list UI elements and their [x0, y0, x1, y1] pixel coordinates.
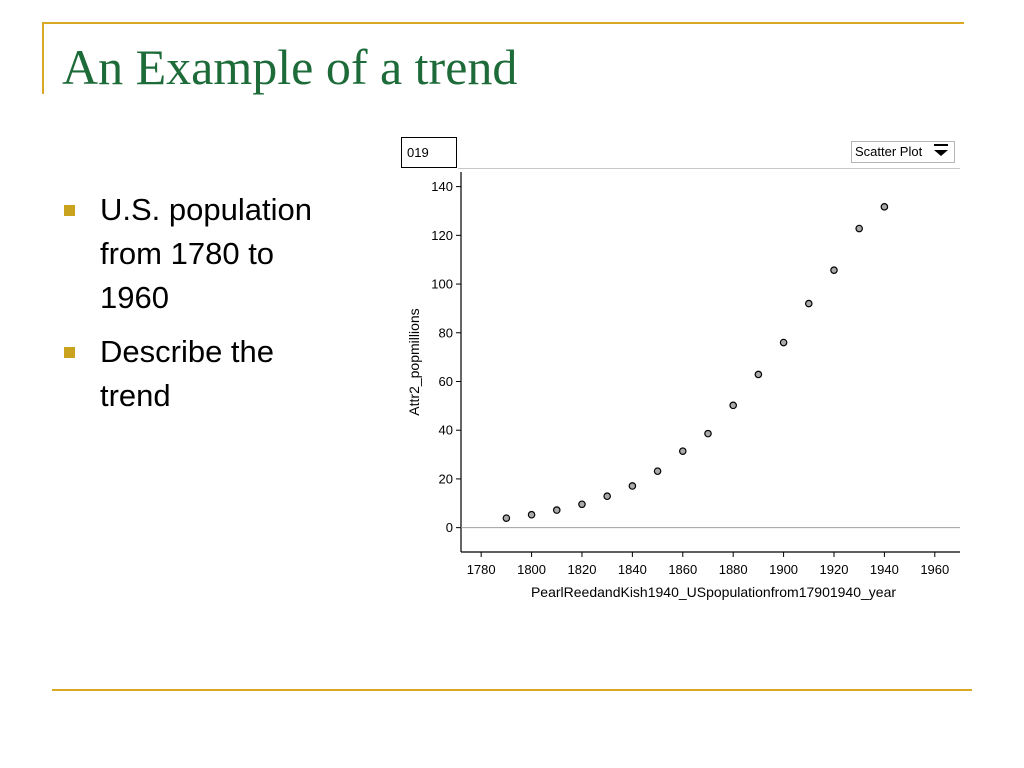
x-tick-label: 1820 — [568, 562, 597, 577]
x-tick-label: 1780 — [467, 562, 496, 577]
case-number-box[interactable]: 019 — [401, 137, 457, 168]
x-tick-label: 1920 — [820, 562, 849, 577]
y-tick-label: 120 — [431, 228, 453, 243]
data-point — [578, 500, 586, 509]
data-point — [880, 203, 889, 211]
data-point — [704, 429, 712, 438]
plot-type-label: Scatter Plot — [855, 144, 923, 159]
data-point — [678, 447, 687, 455]
data-point — [527, 510, 536, 519]
x-tick-label: 1840 — [618, 562, 647, 577]
slide-title: An Example of a trend — [62, 39, 518, 95]
bullet-list: U.S. population from 1780 to 1960 Descri… — [62, 188, 322, 428]
data-point — [779, 338, 788, 347]
bullet-text: Describe the trend — [100, 334, 275, 413]
y-tick-label: 80 — [439, 325, 453, 340]
x-tick-label: 1900 — [769, 562, 798, 577]
plot-type-dropdown[interactable]: Scatter Plot — [851, 141, 955, 163]
data-point — [603, 492, 611, 501]
x-tick-label: 1960 — [920, 562, 949, 577]
y-tick-label: 40 — [439, 423, 453, 438]
frame-left-line — [42, 22, 44, 94]
data-point — [754, 370, 763, 379]
y-tick-label: 140 — [431, 179, 453, 194]
frame-top-line — [42, 22, 964, 24]
bullet-square-icon — [64, 205, 75, 216]
bullet-item: U.S. population from 1780 to 1960 — [62, 188, 322, 320]
y-tick-label: 100 — [431, 277, 453, 292]
x-tick-label: 1940 — [870, 562, 899, 577]
y-tick-label: 0 — [446, 520, 453, 535]
bullet-square-icon — [64, 347, 75, 358]
data-point — [855, 224, 863, 233]
bullet-item: Describe the trend — [62, 330, 322, 418]
x-tick-label: 1880 — [719, 562, 748, 577]
data-point — [628, 482, 637, 490]
data-point — [830, 266, 838, 274]
x-tick-label: 1860 — [668, 562, 697, 577]
plot-header-divider — [458, 168, 960, 169]
data-point — [804, 299, 813, 308]
bullet-text: U.S. population from 1780 to 1960 — [100, 192, 312, 315]
y-axis-title: Attr2_popmillions — [406, 308, 422, 415]
y-tick-label: 20 — [439, 471, 453, 486]
dropdown-arrow-icon — [934, 144, 948, 156]
data-point — [653, 467, 662, 475]
x-axis-title: PearlReedandKish1940_USpopulationfrom179… — [531, 584, 896, 600]
data-point — [552, 506, 561, 514]
data-point — [729, 401, 737, 410]
frame-bottom-line — [52, 689, 972, 691]
data-point — [502, 514, 511, 522]
y-tick-label: 60 — [439, 374, 453, 389]
x-tick-label: 1800 — [517, 562, 546, 577]
